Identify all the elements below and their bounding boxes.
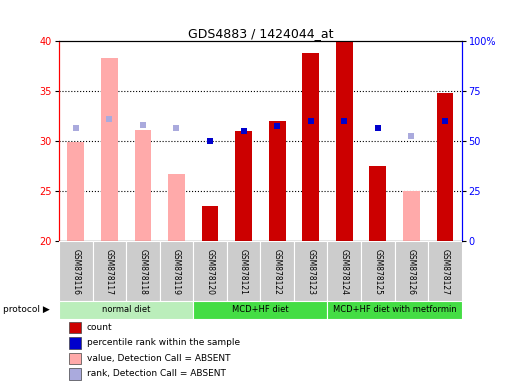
Title: GDS4883 / 1424044_at: GDS4883 / 1424044_at: [188, 27, 333, 40]
Bar: [294, 241, 327, 301]
Bar: [327, 301, 462, 319]
Bar: [59, 241, 92, 301]
Text: GSM878124: GSM878124: [340, 249, 349, 295]
Text: GSM878120: GSM878120: [206, 249, 214, 295]
Bar: [394, 241, 428, 301]
Bar: [160, 241, 193, 301]
Text: normal diet: normal diet: [102, 306, 150, 314]
Bar: [403, 191, 420, 241]
Text: GSM878116: GSM878116: [71, 249, 80, 295]
Text: GSM878119: GSM878119: [172, 249, 181, 295]
Bar: [202, 206, 219, 241]
Bar: [193, 241, 227, 301]
Bar: [428, 241, 462, 301]
Text: GSM878127: GSM878127: [441, 249, 449, 295]
Bar: [92, 241, 126, 301]
Text: percentile rank within the sample: percentile rank within the sample: [87, 338, 240, 348]
Text: rank, Detection Call = ABSENT: rank, Detection Call = ABSENT: [87, 369, 226, 378]
Bar: [193, 301, 327, 319]
Text: MCD+HF diet with metformin: MCD+HF diet with metformin: [333, 306, 457, 314]
Bar: [269, 121, 286, 241]
Bar: [134, 130, 151, 241]
Bar: [101, 58, 117, 241]
Bar: [59, 301, 193, 319]
Text: GSM878125: GSM878125: [373, 249, 382, 295]
Bar: [327, 241, 361, 301]
Bar: [302, 53, 319, 241]
Text: MCD+HF diet: MCD+HF diet: [232, 306, 289, 314]
Bar: [336, 41, 352, 241]
Bar: [168, 174, 185, 241]
Bar: [361, 241, 394, 301]
Text: protocol ▶: protocol ▶: [3, 306, 49, 314]
Bar: [227, 241, 260, 301]
Bar: [369, 166, 386, 241]
Bar: [67, 142, 84, 241]
Text: GSM878121: GSM878121: [239, 249, 248, 295]
Bar: [235, 131, 252, 241]
Bar: [126, 241, 160, 301]
Text: GSM878126: GSM878126: [407, 249, 416, 295]
Bar: [260, 241, 294, 301]
Text: count: count: [87, 323, 112, 332]
Text: GSM878117: GSM878117: [105, 249, 114, 295]
Bar: [437, 93, 453, 241]
Text: GSM878122: GSM878122: [272, 249, 282, 295]
Text: GSM878123: GSM878123: [306, 249, 315, 295]
Text: value, Detection Call = ABSENT: value, Detection Call = ABSENT: [87, 354, 230, 363]
Text: GSM878118: GSM878118: [139, 249, 147, 295]
